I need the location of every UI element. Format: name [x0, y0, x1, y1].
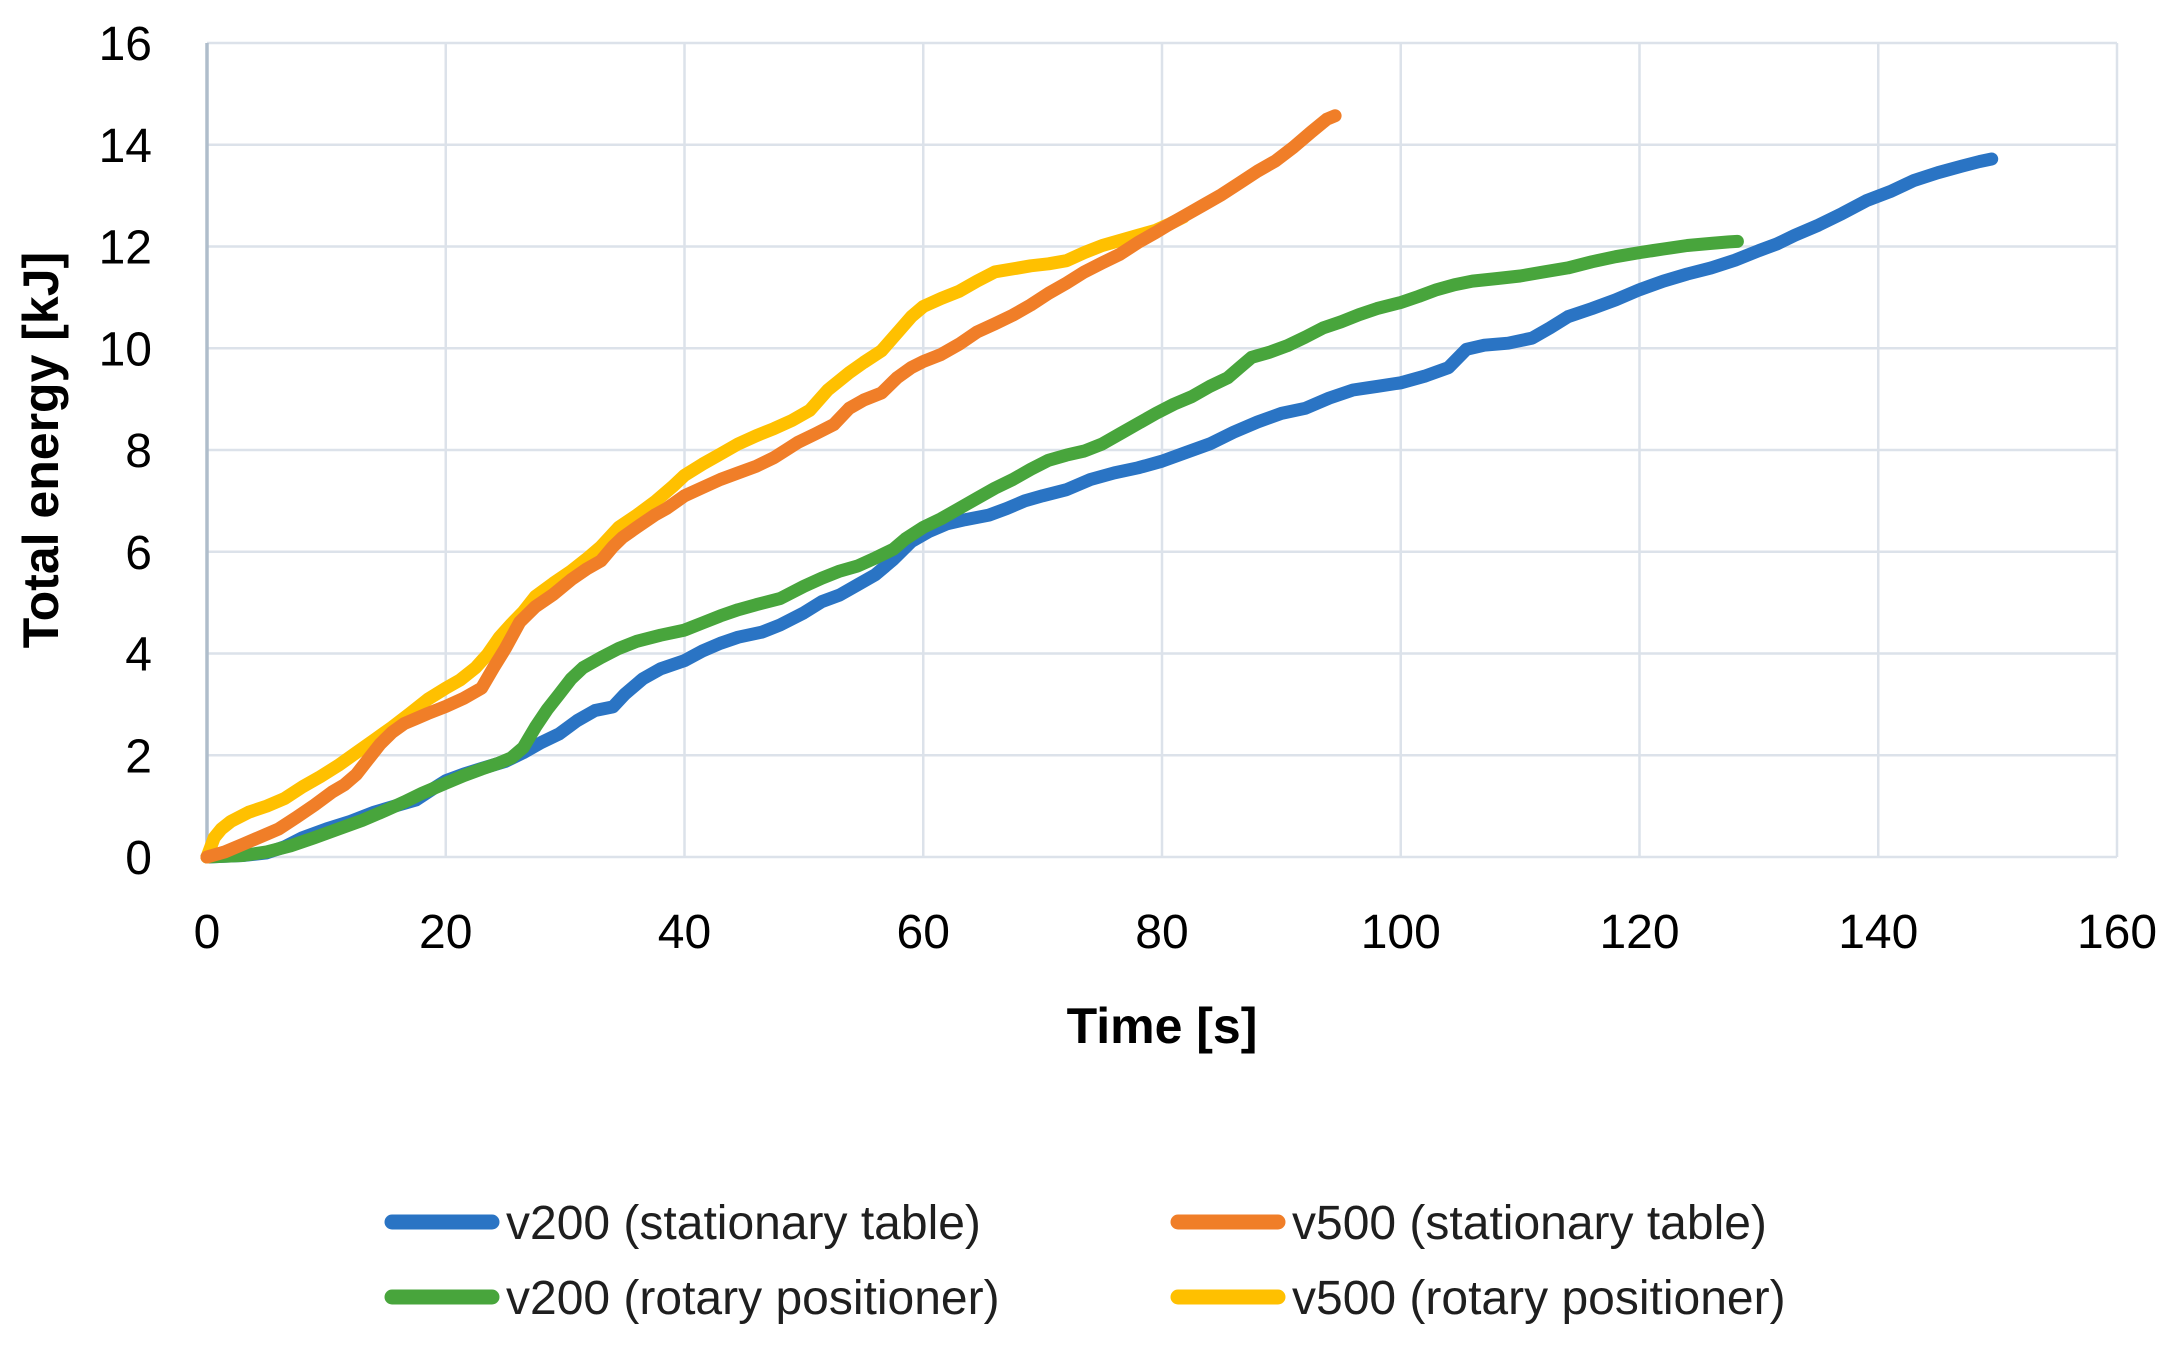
gridlines: [205, 41, 2119, 861]
legend-item-v500-stationary-table: v500 (stationary table): [1170, 1197, 1767, 1250]
y-tick-label: 14: [99, 120, 152, 173]
chart-legend: v200 (stationary table) v500 (stationary …: [384, 1197, 1786, 1325]
legend-label-v500-rotary-positioner: v500 (rotary positioner): [1292, 1272, 1786, 1325]
y-tick-label: 8: [125, 425, 152, 478]
y-tick-label: 10: [99, 323, 152, 376]
x-tick-label: 80: [1135, 906, 1188, 959]
y-tick-label: 2: [125, 730, 152, 783]
x-tick-label: 120: [1599, 906, 1679, 959]
series-line-v500-rotary-positioner: [200, 210, 1190, 864]
x-tick-label: 100: [1361, 906, 1441, 959]
x-axis-title: Time [s]: [1067, 998, 1258, 1054]
y-tick-label: 0: [125, 832, 152, 885]
legend-item-v500-rotary-positioner: v500 (rotary positioner): [1170, 1272, 1786, 1325]
series-lines: [200, 109, 1999, 864]
legend-item-v200-stationary-table: v200 (stationary table): [384, 1197, 981, 1250]
x-tick-label: 40: [658, 906, 711, 959]
series-line-v200-rotary-positioner: [200, 234, 1744, 864]
x-tick-label: 20: [419, 906, 472, 959]
y-tick-label: 16: [99, 18, 152, 71]
legend-label-v200-rotary-positioner: v200 (rotary positioner): [506, 1272, 1000, 1325]
y-tick-label: 6: [125, 527, 152, 580]
x-tick-label: 140: [1838, 906, 1918, 959]
x-tick-label: 160: [2077, 906, 2157, 959]
y-tick-label: 4: [125, 629, 152, 682]
y-tick-label: 12: [99, 222, 152, 275]
series-line-v500-stationary-table: [200, 109, 1342, 864]
x-tick-label: 60: [897, 906, 950, 959]
y-axis-title: Total energy [kJ]: [13, 252, 69, 648]
legend-item-v200-rotary-positioner: v200 (rotary positioner): [384, 1272, 1000, 1325]
legend-label-v200-stationary-table: v200 (stationary table): [506, 1197, 981, 1250]
legend-label-v500-stationary-table: v500 (stationary table): [1292, 1197, 1767, 1250]
x-tick-label: 0: [194, 906, 221, 959]
